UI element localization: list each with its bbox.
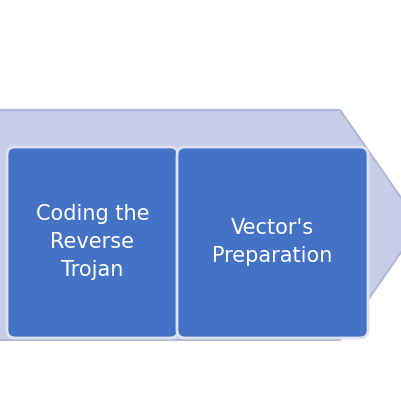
- FancyBboxPatch shape: [177, 147, 368, 338]
- Text: Coding the
Reverse
Trojan: Coding the Reverse Trojan: [36, 205, 149, 281]
- FancyBboxPatch shape: [7, 147, 178, 338]
- Polygon shape: [0, 110, 401, 340]
- Text: Vector's
Preparation: Vector's Preparation: [212, 219, 333, 267]
